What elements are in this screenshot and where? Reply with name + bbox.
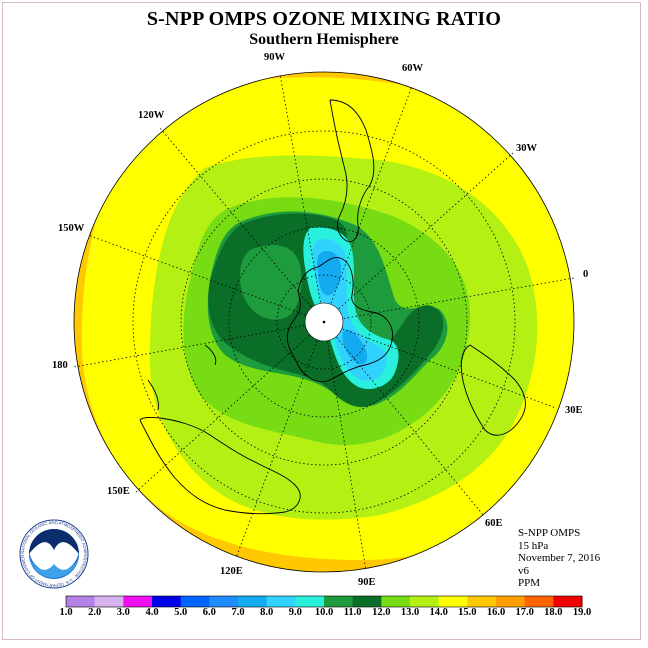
- colorbar-swatch: [438, 596, 468, 607]
- lon-label-30w: 30W: [516, 143, 537, 154]
- lon-label-120w: 120W: [138, 110, 165, 121]
- australia-coast: [139, 416, 301, 515]
- lon-label-90w: 90W: [264, 52, 285, 63]
- colorbar-tick-label: 13.0: [400, 607, 420, 618]
- colorbar-swatch: [553, 596, 583, 607]
- colorbar-swatch: [324, 596, 354, 607]
- colorbar-tick-label: 17.0: [515, 607, 534, 618]
- lon-label-0: 0: [583, 269, 589, 280]
- new-zealand-coast: [147, 344, 217, 411]
- colorbar-swatch: [238, 596, 268, 607]
- coastlines: [139, 99, 526, 515]
- colorbar-tick-label: 10.0: [314, 607, 334, 618]
- colorbar-tick-label: 18.0: [544, 607, 563, 618]
- lon-label-150e: 150E: [107, 486, 130, 497]
- colorbar-tick-label: 12.0: [372, 607, 391, 618]
- south-pole-marker: [322, 320, 326, 324]
- noaa-logo: NOAA NATIONAL OCEANIC AND ATMOSPHERIC AD…: [18, 518, 89, 589]
- colorbar-swatch: [152, 596, 182, 607]
- lon-label-60w: 60W: [402, 63, 423, 74]
- lon-label-120e: 120E: [220, 566, 243, 577]
- colorbar-swatch: [66, 596, 96, 607]
- lon-label-30e: 30E: [565, 405, 583, 416]
- colorbar-tick-label: 3.0: [116, 607, 130, 618]
- lon-label-60e: 60E: [485, 518, 503, 529]
- colorbar-tick-label: 8.0: [260, 607, 274, 618]
- band-10-inner: [239, 245, 302, 320]
- colorbar-swatch: [180, 596, 210, 607]
- product-info: S-NPP OMPS 15 hPa November 7, 2016 v6 PP…: [518, 527, 600, 590]
- colorbar-tick-label: 15.0: [458, 607, 477, 618]
- colorbar-tick-label: 2.0: [88, 607, 102, 618]
- africa-coast: [460, 344, 526, 436]
- band-7-8: [317, 250, 342, 296]
- map-title: S-NPP OMPS OZONE MIXING RATIO: [146, 8, 502, 30]
- colorbar-swatch: [467, 596, 497, 607]
- colorbar-tick-label: 7.0: [231, 607, 245, 618]
- colorbar-tick-label: 11.0: [343, 607, 362, 618]
- colorbar-tick-label: 4.0: [145, 607, 159, 618]
- colorbar-border: [65, 595, 583, 608]
- colorbar-tick-label: 19.0: [572, 607, 592, 618]
- colorbar-tick-label: 6.0: [202, 607, 216, 618]
- colorbar-swatch: [209, 596, 239, 607]
- colorbar-swatch: [352, 596, 382, 607]
- page-frame: [2, 2, 641, 640]
- colorbar-tick-label: 5.0: [174, 607, 188, 618]
- lon-label-150w: 150W: [58, 223, 85, 234]
- map-subtitle: Southern Hemisphere: [249, 31, 399, 48]
- units-label: PPM: [518, 577, 541, 590]
- pressure-level: 15 hPa: [518, 539, 549, 552]
- colorbar-tick-label: 1.0: [59, 607, 73, 618]
- colorbar-swatch: [524, 596, 554, 607]
- lon-label-90e: 90E: [358, 577, 376, 588]
- noaa-logo-text: NOAA: [39, 550, 68, 561]
- colorbar-swatch: [94, 596, 124, 607]
- colorbar-swatch: [123, 596, 153, 607]
- lon-label-180: 180: [52, 360, 68, 371]
- product-version: v6: [518, 564, 529, 577]
- antarctica-coast: [286, 256, 393, 383]
- product-date: November 7, 2016: [518, 552, 601, 565]
- colorbar-swatch: [295, 596, 325, 607]
- graticule: [73, 73, 575, 571]
- colorbar-tick-label: 9.0: [288, 607, 302, 618]
- colorbar-swatch: [410, 596, 440, 607]
- colorbar-swatch: [496, 596, 526, 607]
- colorbar-tick-label: 16.0: [486, 607, 506, 618]
- colorbar-swatch: [266, 596, 296, 607]
- map-boundary: [73, 71, 575, 573]
- colorbar-tick-label: 14.0: [429, 607, 448, 618]
- instrument-name: S-NPP OMPS: [518, 527, 581, 539]
- colorbar-swatch: [381, 596, 411, 607]
- band-7-8b: [342, 329, 368, 365]
